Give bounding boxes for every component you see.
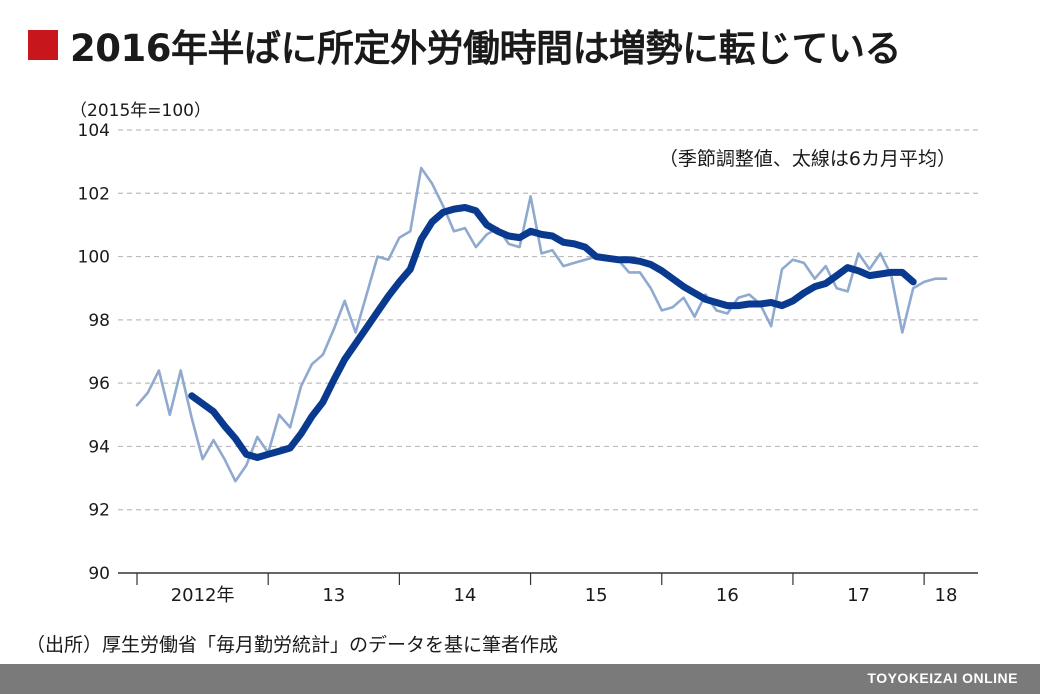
y-tick-label: 104	[78, 121, 110, 141]
brand-label: TOYOKEIZAI ONLINE	[867, 670, 1018, 686]
y-tick-label: 100	[78, 248, 110, 268]
x-tick-label: 13	[322, 585, 345, 606]
y-tick-label: 94	[88, 437, 110, 457]
title-text: 2016年半ばに所定外労働時間は増勢に転じている	[70, 27, 901, 70]
series-line-6month-average	[188, 204, 917, 461]
chart-title: 2016年半ばに所定外労働時間は増勢に転じている	[28, 22, 901, 70]
title-marker-icon	[28, 30, 58, 60]
y-tick-label: 96	[88, 374, 110, 394]
x-tick-label: 17	[847, 585, 870, 606]
x-tick-label: 14	[454, 585, 477, 606]
x-tick-label: 16	[716, 585, 739, 606]
footer-bar: TOYOKEIZAI ONLINE	[0, 664, 1040, 694]
y-tick-label: 98	[88, 311, 110, 331]
x-tick-label: 18	[935, 585, 958, 606]
y-tick-label: 92	[88, 501, 110, 521]
x-tick-label: 2012年	[171, 585, 235, 606]
x-tick-label: 15	[585, 585, 608, 606]
source-note: （出所）厚生労働省「毎月勤労統計」のデータを基に筆者作成	[26, 634, 559, 656]
y-tick-label: 90	[88, 564, 110, 584]
chart-note: （季節調整値、太線は6カ月平均）	[654, 144, 960, 171]
series-line-monthly	[135, 166, 948, 483]
y-tick-label: 102	[78, 184, 110, 204]
unit-label: （2015年=100）	[70, 101, 211, 121]
